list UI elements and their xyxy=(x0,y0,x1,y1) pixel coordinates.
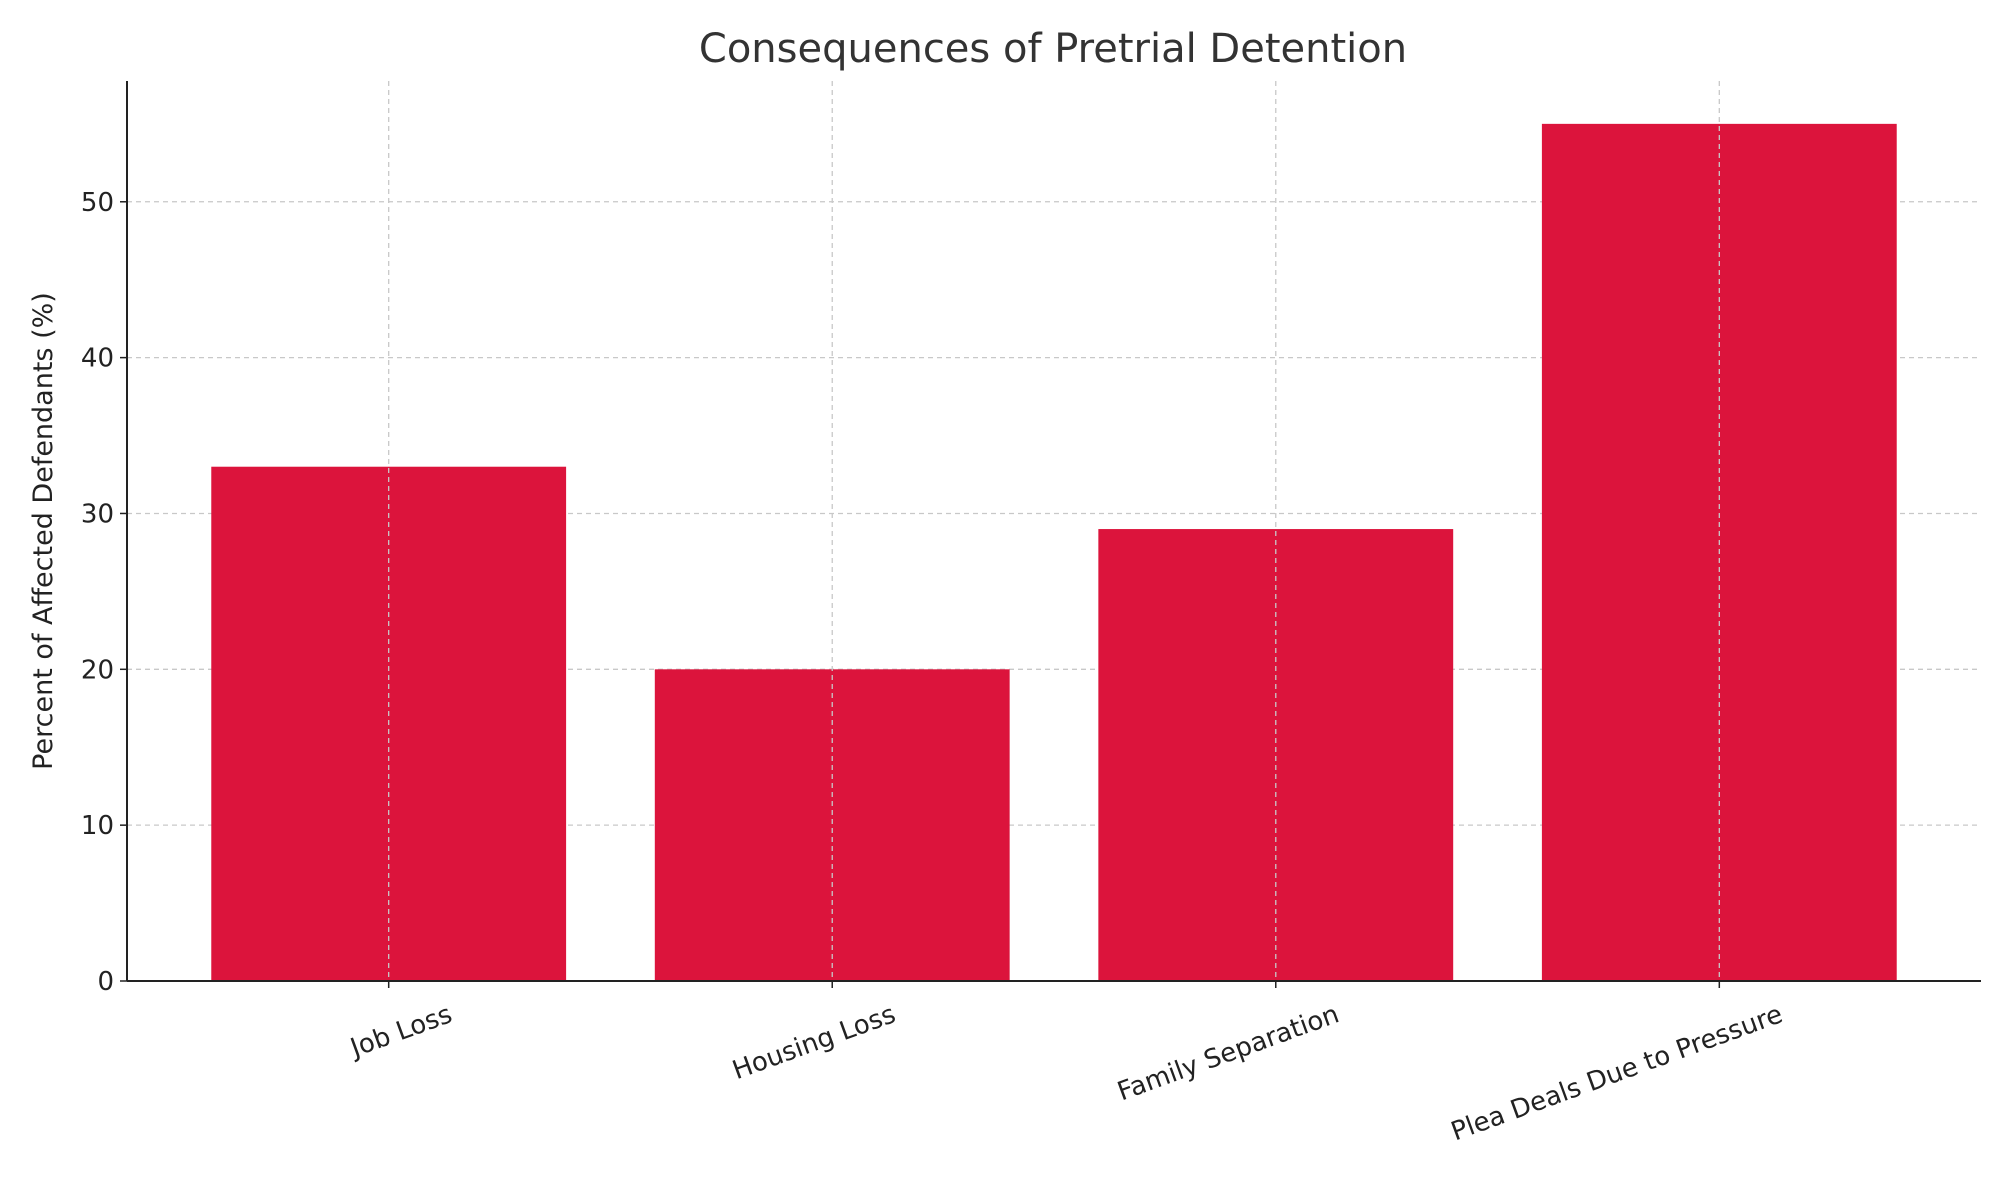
y-tick-label: 40 xyxy=(81,344,114,374)
x-tick-label: Housing Loss xyxy=(729,999,900,1086)
bar xyxy=(654,669,1010,981)
x-tick-label: Job Loss xyxy=(345,999,456,1064)
chart-title: Consequences of Pretrial Detention xyxy=(699,26,1407,72)
y-tick-label: 20 xyxy=(81,655,114,685)
y-tick-label: 0 xyxy=(97,967,114,997)
y-tick-label: 10 xyxy=(81,811,114,841)
y-tick-label: 30 xyxy=(81,499,114,529)
y-tick-label: 50 xyxy=(81,188,114,218)
x-tick-label: Family Separation xyxy=(1114,999,1343,1107)
y-axis-label: Percent of Affected Defendants (%) xyxy=(28,292,59,770)
x-tick-label: Plea Deals Due to Pressure xyxy=(1447,999,1786,1147)
